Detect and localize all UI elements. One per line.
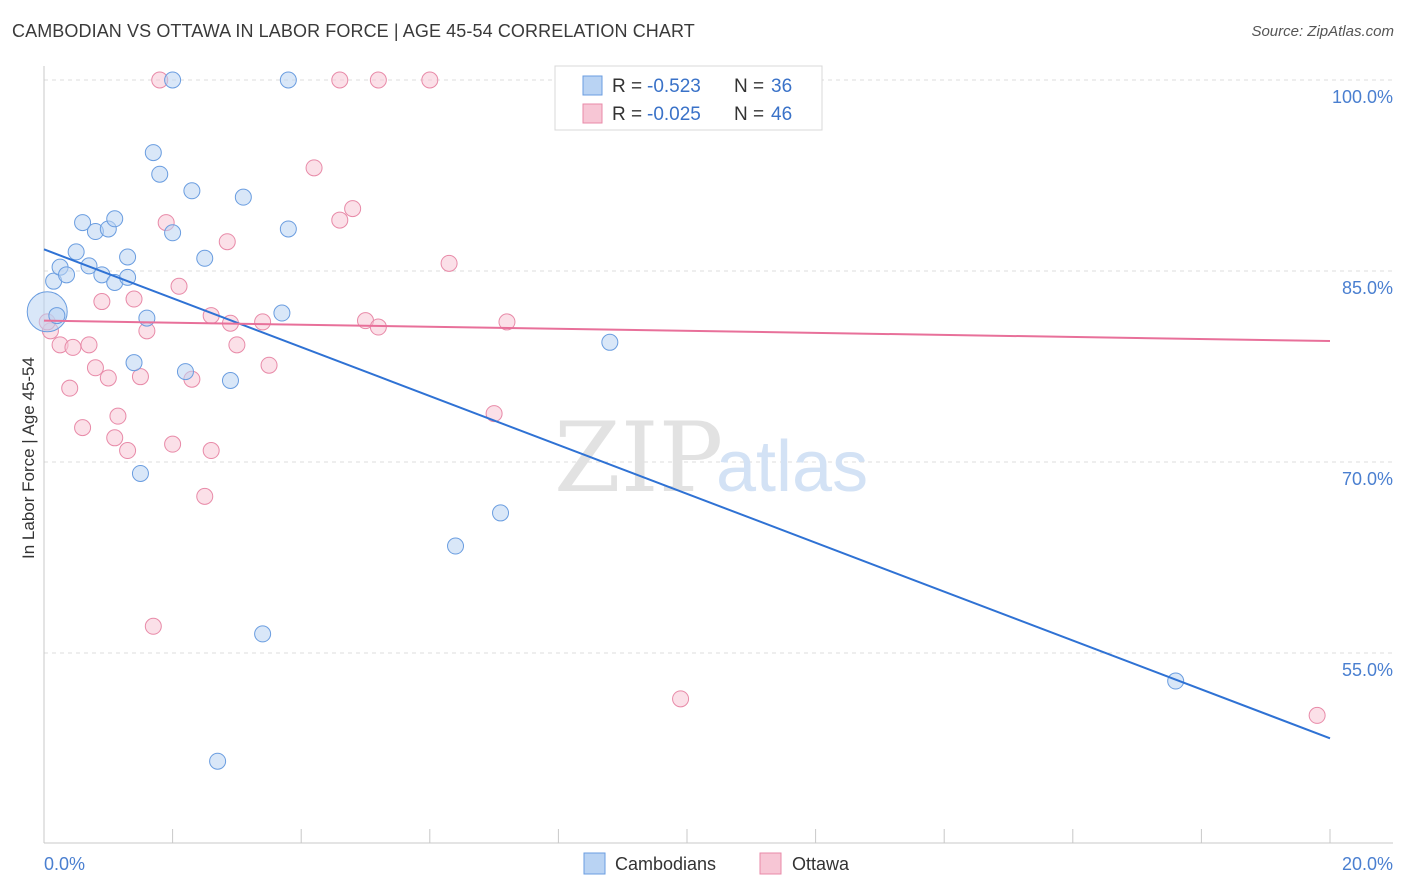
source-label: Source: ZipAtlas.com	[1251, 23, 1394, 40]
ottawa-point	[672, 690, 690, 708]
ottawa-point	[196, 487, 214, 505]
grid-layer	[44, 79, 1393, 654]
ottawa-point	[164, 435, 182, 453]
chart-title: CAMBODIAN VS OTTAWA IN LABOR FORCE | AGE…	[12, 21, 695, 41]
legend-r-value: -0.523	[647, 76, 701, 97]
series-legend: Cambodians Ottawa	[583, 852, 850, 875]
y-tick-label: 85.0%	[1342, 278, 1393, 298]
ottawa-point	[369, 71, 387, 89]
ottawa-point	[64, 338, 82, 356]
ottawa-point	[99, 369, 117, 387]
trend-lines	[43, 248, 1331, 740]
cambodian-point	[221, 372, 239, 390]
cambodian-point	[74, 214, 92, 232]
cambodian-point	[164, 71, 182, 89]
ottawa-point	[260, 356, 278, 374]
ottawa-point	[125, 290, 143, 308]
ottawa-points	[38, 71, 1326, 724]
watermark: ZIP atlas	[554, 402, 868, 514]
axis-layer	[43, 66, 1393, 844]
legend-r-label: R =	[612, 76, 642, 97]
ottawa-point	[228, 336, 246, 354]
ottawa-point	[485, 405, 503, 423]
ottawa-point	[1308, 706, 1326, 724]
cambodian-point	[279, 220, 297, 238]
ottawa-point	[80, 336, 98, 354]
ottawa-point	[218, 233, 236, 251]
ottawa-point	[93, 293, 111, 311]
ottawa-swatch	[582, 103, 603, 124]
watermark-atlas: atlas	[716, 427, 868, 507]
x-tick-label-max: 20.0%	[1342, 854, 1393, 874]
cambodians-swatch	[582, 75, 603, 96]
cambodian-point	[125, 354, 143, 372]
y-tick-labels: 55.0% 70.0% 85.0% 100.0%	[1332, 87, 1393, 680]
ottawa-point	[498, 313, 516, 331]
ottawa-point	[202, 442, 220, 460]
cambodian-point	[131, 464, 149, 482]
ottawa-point	[170, 277, 188, 295]
legend-n-value: 36	[771, 76, 792, 97]
cambodian-point	[144, 144, 162, 162]
ottawa-point	[305, 159, 323, 177]
ottawa-point	[331, 71, 349, 89]
ottawa-point	[86, 359, 104, 377]
cambodian-point	[58, 266, 76, 284]
legend-label-ottawa: Ottawa	[792, 854, 850, 874]
cambodian-point	[67, 243, 85, 261]
cambodian-point	[492, 504, 510, 522]
x-tick-labels: 0.0% 20.0%	[44, 854, 1393, 874]
cambodian-point	[106, 210, 124, 228]
cambodian-point	[176, 363, 194, 381]
ottawa-point	[331, 211, 349, 229]
stats-legend: R = -0.523 N = 36 R = -0.025 N = 46	[554, 65, 823, 131]
cambodian-point	[138, 309, 156, 327]
watermark-zip: ZIP	[554, 402, 723, 514]
cambodian-point	[1167, 672, 1185, 690]
cambodian-point	[447, 537, 465, 555]
ottawa-point	[109, 407, 127, 425]
ottawa-point	[440, 254, 458, 272]
y-axis-label: In Labor Force | Age 45-54	[19, 357, 38, 559]
ottawa-point	[131, 368, 149, 386]
legend-n-value: 46	[771, 104, 792, 125]
legend-swatch-ottawa	[759, 852, 782, 875]
cambodian-point	[183, 182, 201, 200]
ottawa-point	[144, 617, 162, 635]
legend-n-label: N =	[734, 76, 764, 97]
y-tick-label: 70.0%	[1342, 469, 1393, 489]
ottawa-point	[74, 419, 92, 437]
legend-r-value: -0.025	[647, 104, 701, 125]
x-tick-label-min: 0.0%	[44, 854, 85, 874]
cambodian-point	[209, 752, 227, 770]
ottawa-point	[119, 442, 137, 460]
legend-label-cambodians: Cambodians	[615, 854, 716, 874]
ottawa-point	[106, 429, 124, 447]
cambodian-point	[196, 249, 214, 267]
legend-swatch-cambodians	[583, 852, 606, 875]
cambodian-point	[48, 307, 66, 325]
ottawa-point	[61, 379, 79, 397]
cambodian-point	[273, 304, 291, 322]
cambodian-point	[151, 165, 169, 183]
legend-n-label: N =	[734, 104, 764, 125]
ottawa-point	[421, 71, 439, 89]
cambodian-point	[254, 625, 272, 643]
legend-r-label: R =	[612, 104, 642, 125]
cambodian-point	[234, 188, 252, 206]
y-tick-label: 100.0%	[1332, 87, 1393, 107]
cambodian-point	[164, 224, 182, 242]
cambodian-point	[279, 71, 297, 89]
ottawa-trend-line	[43, 319, 1331, 343]
cambodian-point	[601, 333, 619, 351]
cambodian-trend-line	[43, 248, 1331, 740]
ottawa-point	[254, 313, 272, 331]
ottawa-point	[344, 200, 362, 218]
y-tick-label: 55.0%	[1342, 660, 1393, 680]
cambodian-point	[119, 248, 137, 266]
